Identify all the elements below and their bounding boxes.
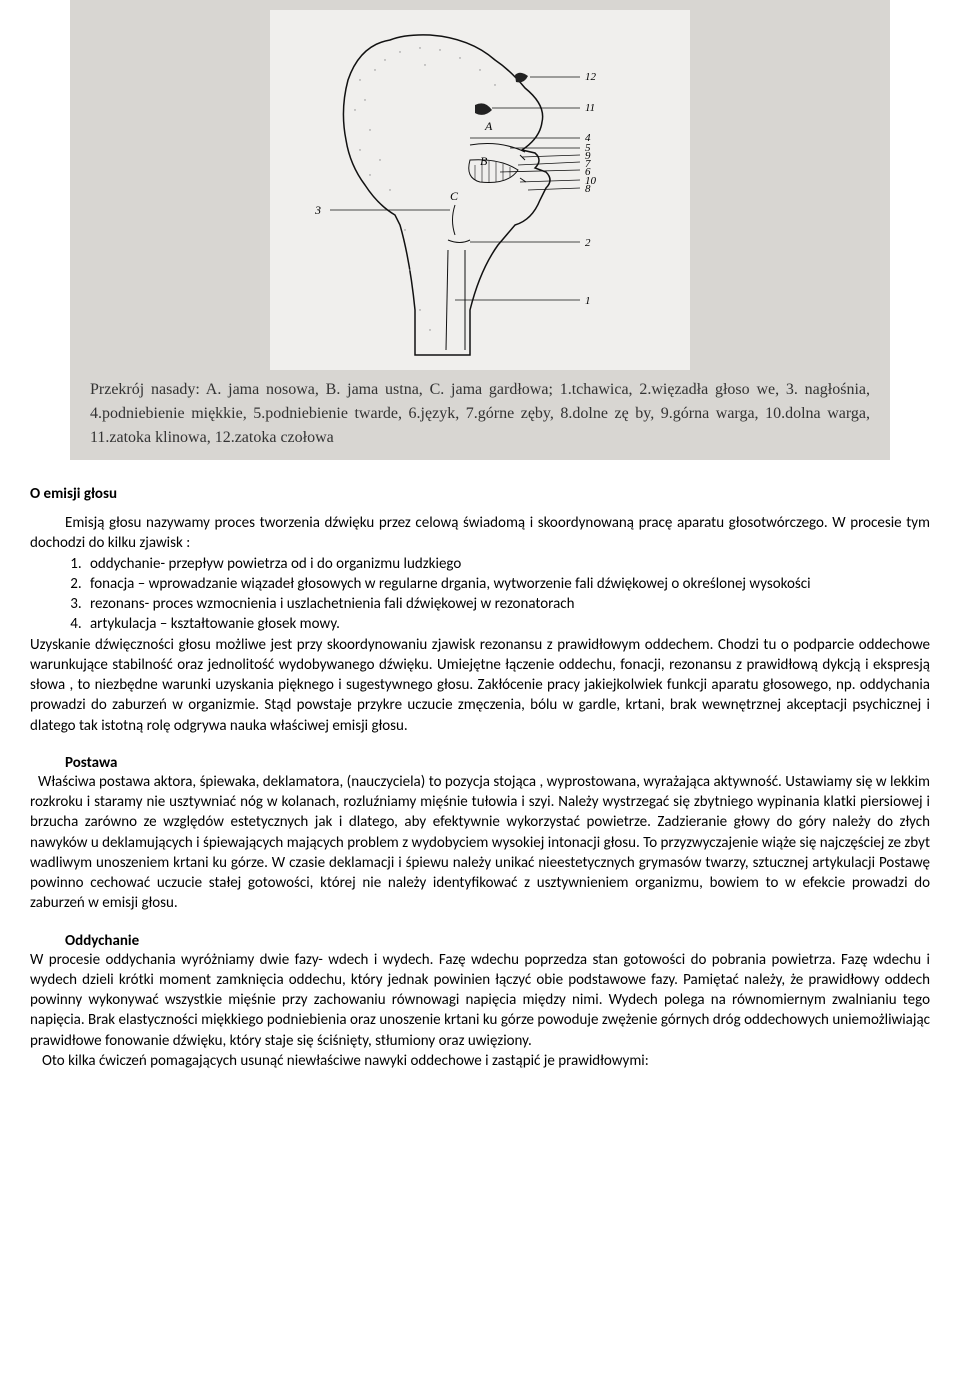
label-11: 11 (585, 102, 595, 114)
label-3: 3 (314, 203, 321, 217)
list-item: artykulacja – kształtowanie głosek mowy. (85, 614, 930, 634)
intro-paragraph: Emisją głosu nazywamy proces tworzenia d… (30, 513, 930, 554)
heading-emisji: O emisji głosu (30, 485, 930, 503)
paragraph-postawa: Właściwa postawa aktora, śpiewaka, dekla… (30, 772, 930, 914)
list-item: fonacja – wprowadzanie wiązadeł głosowyc… (85, 574, 930, 594)
anatomy-svg: A B C 3 (270, 10, 690, 370)
label-C: C (450, 189, 459, 203)
lower-teeth (520, 178, 526, 182)
label-B: B (480, 154, 488, 168)
upper-teeth (520, 155, 525, 160)
list-item: oddychanie- przepływ powietrza od i do o… (85, 554, 930, 574)
trachea-front (446, 250, 448, 350)
figure-caption: Przekrój nasady: A. jama nosowa, B. jama… (80, 370, 880, 450)
epiglottis (453, 205, 456, 235)
paragraph-oddychanie: W procesie oddychania wyróżniamy dwie fa… (30, 950, 930, 1051)
sphenoid-sinus (475, 103, 492, 115)
heading-oddychanie: Oddychanie (65, 932, 930, 950)
label-8: 8 (585, 183, 591, 195)
heading-postawa: Postawa (65, 754, 930, 772)
list-item: rezonans- proces wzmocnienia i uszlachet… (85, 594, 930, 614)
paragraph-after-list: Uzyskanie dźwięczności głosu możliwe jes… (30, 635, 930, 736)
final-line: Oto kilka ćwiczeń pomagających usunąć ni… (30, 1051, 930, 1071)
anatomy-figure-block: A B C 3 (70, 0, 890, 460)
vocal-folds (448, 240, 470, 243)
right-leaders (455, 77, 580, 300)
frontal-sinus (515, 73, 528, 83)
label-1: 1 (585, 295, 591, 307)
label-12: 12 (585, 71, 597, 83)
tongue-outline (469, 160, 518, 183)
label-A: A (484, 119, 493, 133)
label-2: 2 (585, 237, 591, 249)
anatomy-image: A B C 3 (270, 10, 690, 370)
right-numbers: 12 11 4 5 9 7 6 10 8 2 1 (585, 71, 597, 307)
numbered-list: oddychanie- przepływ powietrza od i do o… (85, 554, 930, 635)
stipple-dots (354, 47, 495, 330)
